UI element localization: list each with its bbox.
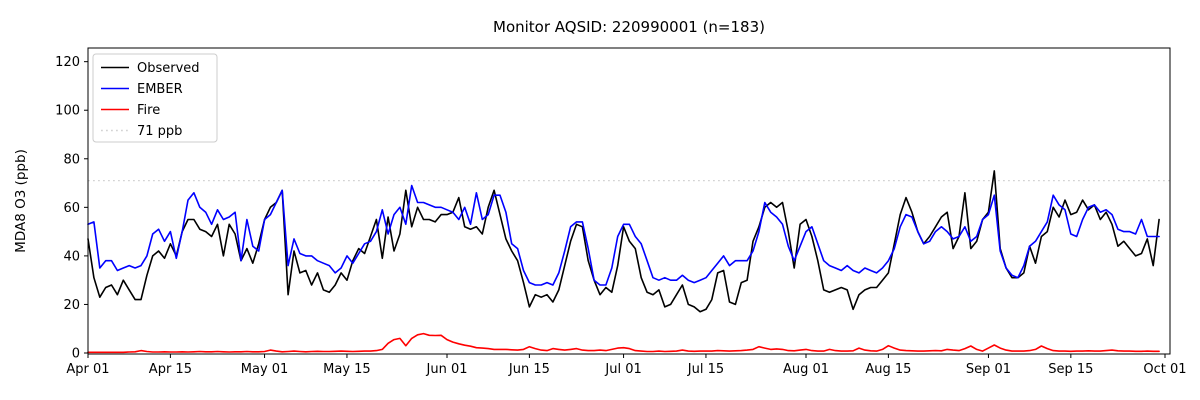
x-tick-label: Oct 01 — [1143, 362, 1186, 377]
plot-area: 0 20 40 60 80 100 120 Apr 01 Apr 15 May 01 May 15 J… — [55, 47, 1187, 377]
x-tick-label: May 01 — [241, 362, 289, 377]
ember-line — [87, 184, 1160, 286]
legend-label-observed: Observed — [137, 61, 200, 76]
y-axis-label: MDA8 O3 (ppb) — [13, 149, 29, 253]
x-tick-label: May 15 — [323, 362, 371, 377]
legend-label-fire: Fire — [137, 103, 160, 118]
axes-border — [87, 47, 1171, 355]
x-tick-label: Aug 15 — [865, 362, 911, 377]
y-tick-label: 40 — [63, 249, 80, 264]
x-tick-label: Jul 15 — [687, 362, 724, 377]
x-tick-label: Apr 15 — [149, 362, 192, 377]
x-tick-label: Aug 01 — [783, 362, 829, 377]
y-tick-label: 120 — [55, 55, 80, 70]
x-tick-label: Sep 15 — [1048, 362, 1093, 377]
y-tick-label: 100 — [55, 104, 80, 119]
y-tick-label: 0 — [72, 347, 80, 362]
legend-box — [92, 53, 218, 143]
x-tick-label: Jul 01 — [604, 362, 641, 377]
y-tick-label: 20 — [63, 298, 80, 313]
y-tick-label: 60 — [63, 201, 80, 216]
y-tick-label: 80 — [63, 152, 80, 167]
x-tick-label: Jun 15 — [508, 362, 550, 377]
legend-label-71-ppb: 71 ppb — [137, 124, 182, 139]
x-tick-label: Sep 01 — [966, 362, 1011, 377]
chart-title: Monitor AQSID: 220990001 (n=183) — [493, 18, 765, 36]
fire-line — [87, 332, 1160, 354]
x-tick-label: Jun 01 — [426, 362, 468, 377]
x-tick-label: Apr 01 — [66, 362, 109, 377]
legend-label-ember: EMBER — [137, 82, 183, 97]
